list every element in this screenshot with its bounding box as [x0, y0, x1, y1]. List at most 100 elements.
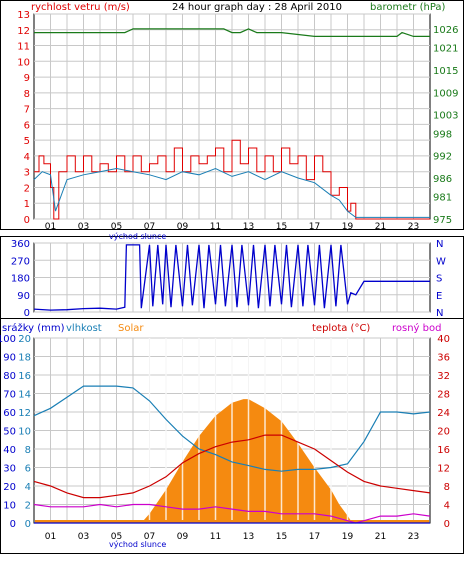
- temp-tick-label: 16: [437, 445, 450, 456]
- wind-tick-label: 3: [24, 168, 30, 179]
- temp-tick-label: 28: [437, 390, 450, 401]
- rain-tick-label: 18: [18, 353, 31, 364]
- series-gust: [34, 139, 430, 220]
- baro-tick-label: 975: [433, 215, 452, 226]
- series-direction: [33, 244, 430, 311]
- rain-tick-label: 8: [25, 445, 31, 456]
- baro-tick-label: 1021: [433, 44, 458, 55]
- rain-tick-label: 12: [18, 408, 31, 419]
- wind-tick-label: 8: [24, 89, 30, 100]
- x-tick-label: 03: [78, 222, 89, 232]
- wind-tick-label: 4: [24, 152, 30, 163]
- percent-tick-label: 90: [3, 353, 16, 364]
- x-tick-label: 09: [177, 532, 189, 542]
- rain-tick-label: 14: [18, 390, 31, 401]
- x-tick-label: 13: [243, 532, 254, 542]
- percent-tick-label: 100: [0, 334, 16, 345]
- direction-tick-label: 270: [11, 256, 30, 267]
- baro-tick-label: 1026: [433, 25, 458, 36]
- baro-tick-label: 981: [433, 193, 452, 204]
- sunrise-label-2: východ slunce: [109, 540, 166, 549]
- x-tick-label: 13: [243, 222, 254, 232]
- series-avg: [33, 167, 430, 218]
- baro-tick-label: 986: [433, 174, 452, 185]
- percent-tick-label: 40: [3, 445, 16, 456]
- temp-tick-label: 24: [437, 408, 450, 419]
- x-tick-label: 01: [45, 222, 56, 232]
- percent-tick-label: 20: [3, 482, 16, 493]
- wind-tick-label: 0: [24, 215, 30, 226]
- compass-letter: S: [436, 274, 442, 285]
- percent-tick-label: 50: [3, 427, 16, 438]
- temp-tick-label: 36: [437, 353, 450, 364]
- percent-tick-label: 70: [3, 390, 16, 401]
- x-tick-label: 23: [408, 222, 419, 232]
- solar-label: Solar: [118, 323, 144, 334]
- temperature-axis-label: teplota (°C): [312, 323, 370, 334]
- compass-letter: N: [436, 239, 443, 250]
- wind-tick-label: 6: [24, 120, 30, 131]
- temp-tick-label: 20: [437, 427, 450, 438]
- x-tick-label: 03: [78, 532, 89, 542]
- compass-letter: E: [436, 291, 442, 302]
- baro-tick-label: 1015: [433, 66, 458, 77]
- x-tick-label: 21: [375, 532, 386, 542]
- direction-tick-label: 0: [24, 308, 30, 319]
- chart-layer: 0123456789101112139759819869929981003100…: [0, 10, 458, 542]
- temp-tick-label: 0: [444, 519, 450, 530]
- x-tick-label: 19: [342, 222, 354, 232]
- chart-title: 24 hour graph day : 28 April 2010: [172, 2, 342, 13]
- solar-baseline: [35, 520, 429, 523]
- wind-axis-label: rychlost vetru (m/s): [31, 2, 130, 13]
- x-tick-label: 19: [342, 532, 354, 542]
- wind-tick-label: 5: [24, 136, 30, 147]
- rain-tick-label: 2: [25, 501, 31, 512]
- x-tick-label: 21: [375, 222, 386, 232]
- rain-axis-label: srážky (mm): [2, 322, 65, 334]
- percent-tick-label: 60: [3, 408, 16, 419]
- compass-letter: N: [436, 308, 443, 319]
- sunrise-label-1: východ slunce: [109, 232, 166, 241]
- temp-tick-label: 32: [437, 371, 450, 382]
- wind-tick-label: 10: [17, 57, 30, 68]
- x-tick-label: 01: [45, 532, 56, 542]
- rain-tick-label: 4: [25, 482, 31, 493]
- series-dewpoint: [33, 503, 431, 524]
- x-tick-label: 11: [210, 222, 221, 232]
- baro-tick-label: 1009: [433, 88, 458, 99]
- series-baro: [34, 28, 430, 37]
- percent-tick-label: 10: [3, 501, 16, 512]
- wind-tick-label: 7: [24, 105, 30, 116]
- direction-tick-label: 180: [11, 274, 30, 285]
- baro-tick-label: 998: [433, 129, 452, 140]
- x-tick-label: 17: [309, 222, 320, 232]
- wind-tick-label: 2: [24, 183, 30, 194]
- x-tick-label: 07: [144, 222, 155, 232]
- rain-tick-label: 6: [25, 464, 31, 475]
- x-tick-label: 11: [210, 532, 221, 542]
- direction-tick-label: 90: [17, 291, 30, 302]
- dewpoint-label: rosný bod: [392, 322, 441, 334]
- x-tick-label: 05: [111, 532, 122, 542]
- temp-tick-label: 40: [437, 334, 450, 345]
- rain-tick-label: 20: [18, 334, 31, 345]
- temp-tick-label: 12: [437, 464, 450, 475]
- baro-tick-label: 1003: [433, 111, 458, 122]
- rain-tick-label: 0: [25, 519, 31, 530]
- rain-tick-label: 10: [18, 427, 31, 438]
- series-temperature: [33, 434, 431, 499]
- wind-tick-label: 9: [24, 73, 30, 84]
- wind-tick-label: 11: [17, 42, 30, 53]
- x-tick-label: 07: [144, 532, 155, 542]
- x-tick-label: 09: [177, 222, 189, 232]
- percent-tick-label: 30: [3, 464, 16, 475]
- percent-tick-label: 80: [3, 371, 16, 382]
- series-humidity: [33, 385, 431, 472]
- wind-tick-label: 13: [17, 10, 30, 21]
- direction-tick-label: 360: [11, 239, 30, 250]
- temp-tick-label: 4: [444, 501, 450, 512]
- compass-letter: W: [436, 256, 446, 267]
- x-tick-label: 15: [276, 222, 287, 232]
